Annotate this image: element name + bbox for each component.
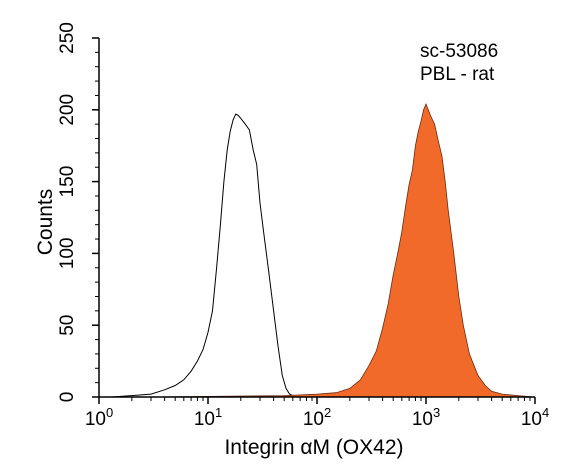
annotation-antibody: sc-53086 — [420, 41, 498, 62]
x-ticks: 100 101 102 103 104 — [85, 397, 549, 430]
annotation-sample: PBL - rat — [420, 64, 495, 85]
x-tick-label: 101 — [194, 405, 222, 430]
y-tick-label: 100 — [57, 238, 78, 270]
axes — [98, 38, 535, 398]
x-axis-label: Integrin αM (OX42) — [224, 436, 403, 459]
y-tick-label: 0 — [57, 392, 78, 403]
series-1-outline-histogram — [111, 113, 535, 398]
x-tick-label: 103 — [412, 405, 440, 430]
y-axis-label: Counts — [34, 189, 57, 256]
series-2-filled-histogram — [150, 103, 536, 398]
x-tick-label: 100 — [85, 405, 113, 430]
y-tick-label: 200 — [57, 94, 78, 126]
y-tick-label: 50 — [57, 315, 78, 336]
x-tick-label: 104 — [521, 405, 549, 430]
y-tick-label: 250 — [57, 22, 78, 54]
y-ticks: 0 50 100 150 200 250 — [57, 22, 99, 402]
y-tick-label: 150 — [57, 166, 78, 198]
plot-marks — [111, 103, 536, 398]
x-tick-label: 102 — [303, 405, 331, 430]
